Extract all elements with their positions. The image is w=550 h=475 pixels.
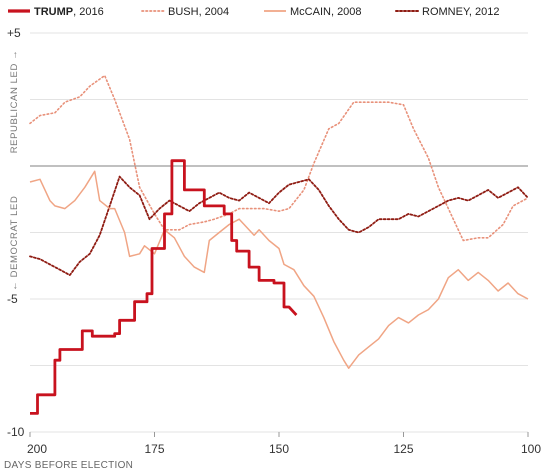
legend-item-romney: ROMNEY, 2012 [395,6,499,18]
republican-led-label: REPUBLICAN LED → [9,50,20,154]
legend-item-trump: TRUMP, 2016 [8,6,104,18]
x-axis-title: DAYS BEFORE ELECTION [4,460,133,471]
legend: TRUMP, 2016 BUSH, 2004 McCAIN, 2008 ROMNEY,… [8,6,499,18]
legend-series-name: McCAIN [290,6,331,18]
y-axis: +5 -5 -10 [7,26,25,439]
legend-item-mccain: McCAIN, 2008 [264,6,362,18]
legend-series-year: , 2012 [469,6,500,18]
grid [30,32,528,433]
series-line-trump [30,159,298,415]
legend-series-year: , 2004 [199,6,230,18]
x-tick-label: 200 [27,442,47,456]
legend-label: BUSH, 2004 [168,6,229,18]
x-tick-label: 100 [521,442,541,456]
legend-series-name: ROMNEY [422,6,471,18]
legend-series-name: BUSH [168,6,199,18]
x-tick-label: 150 [269,442,289,456]
legend-series-name: TRUMP [34,6,73,18]
series-line-romney [29,175,529,276]
legend-series-year: , 2008 [331,6,362,18]
series-layer [29,74,529,415]
x-tick-label: 175 [144,442,164,456]
legend-series-year: , 2016 [73,6,104,18]
legend-label: McCAIN, 2008 [290,6,362,18]
x-tick-label: 125 [393,442,413,456]
democrat-led-label: ← DEMOCRAT LED [9,196,20,291]
legend-label: TRUMP, 2016 [34,6,104,18]
series-line-mccain [29,170,529,369]
legend-label: ROMNEY, 2012 [422,6,499,18]
y-tick-label: -10 [7,425,25,439]
y-tick-label: -5 [7,292,18,306]
series-line-bush [29,74,529,242]
x-axis: 200 175 150 125 100 DAYS BEFORE ELECTION [4,432,541,471]
y-tick-label: +5 [7,26,21,40]
legend-item-bush: BUSH, 2004 [141,6,229,18]
side-labels: REPUBLICAN LED → ← DEMOCRAT LED [9,50,20,291]
